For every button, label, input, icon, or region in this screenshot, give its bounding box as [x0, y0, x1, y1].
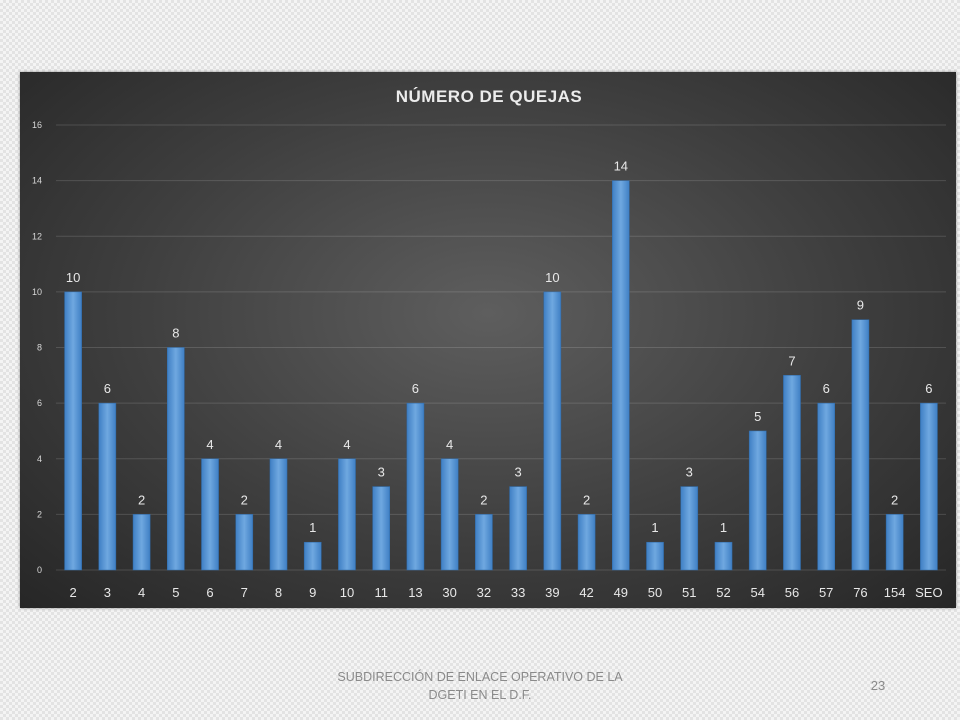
bar — [269, 458, 288, 571]
data-label: 6 — [925, 381, 932, 396]
bar — [577, 514, 596, 571]
x-tick-label: 51 — [682, 585, 696, 600]
data-label: 3 — [686, 465, 693, 480]
bar — [885, 514, 904, 571]
y-tick-label: 10 — [32, 287, 42, 297]
y-tick-label: 6 — [37, 398, 42, 408]
bar — [714, 541, 733, 571]
bar — [543, 291, 562, 571]
x-tick-label: 4 — [138, 585, 145, 600]
data-label: 4 — [343, 437, 350, 452]
data-label: 1 — [309, 520, 316, 535]
x-tick-label: 10 — [340, 585, 354, 600]
x-tick-label: 9 — [309, 585, 316, 600]
bar — [920, 402, 938, 571]
data-label: 2 — [138, 492, 145, 507]
y-tick-label: 8 — [37, 343, 42, 353]
bar — [98, 402, 117, 571]
data-label: 4 — [446, 437, 453, 452]
x-tick-label: 33 — [511, 585, 525, 600]
bar — [748, 430, 767, 571]
footer-text: SUBDIRECCIÓN DE ENLACE OPERATIVO DE LA D… — [300, 668, 660, 704]
bar — [132, 514, 151, 571]
x-tick-label: 32 — [477, 585, 491, 600]
data-label: 6 — [823, 381, 830, 396]
bar — [372, 486, 390, 571]
x-tick-label: 2 — [69, 585, 76, 600]
chart-title: NÚMERO DE QUEJAS — [396, 87, 583, 106]
data-label: 7 — [788, 353, 795, 368]
x-tick-label: 52 — [716, 585, 730, 600]
data-label: 9 — [857, 298, 864, 313]
bar — [851, 319, 870, 571]
x-tick-label: 7 — [241, 585, 248, 600]
bar — [646, 541, 664, 571]
chart-panel: NÚMERO DE QUEJAS 0 2 4 6 8 10 12 14 16 10 2 6 3 2 4 8 5… — [20, 72, 956, 608]
y-tick-label: 4 — [37, 454, 42, 464]
footer-line-2: DGETI EN EL D.F. — [428, 688, 532, 702]
x-tick-label: 54 — [750, 585, 764, 600]
data-label: 14 — [614, 159, 628, 174]
x-tick-label: 11 — [374, 585, 388, 600]
x-tick-label: 6 — [206, 585, 213, 600]
x-tick-label: 154 — [884, 585, 906, 600]
data-label: 6 — [412, 381, 419, 396]
data-label: 2 — [241, 492, 248, 507]
data-label: 10 — [545, 270, 559, 285]
data-label: 2 — [583, 492, 590, 507]
bar — [509, 486, 527, 571]
bar — [680, 486, 699, 571]
data-label: 1 — [651, 520, 658, 535]
data-label: 10 — [66, 270, 80, 285]
bar — [167, 347, 185, 571]
bar — [338, 458, 356, 571]
y-tick-label: 0 — [37, 565, 42, 575]
data-label: 2 — [480, 492, 487, 507]
x-tick-label: SEO — [915, 585, 942, 600]
y-tick-label: 12 — [32, 231, 42, 241]
bar — [406, 402, 425, 571]
x-tick-label: 3 — [104, 585, 111, 600]
y-tick-label: 2 — [37, 509, 42, 519]
y-tick-label: 14 — [32, 176, 42, 186]
bar — [817, 402, 836, 571]
bar — [440, 458, 459, 571]
x-tick-label: 50 — [648, 585, 662, 600]
x-tick-label: 57 — [819, 585, 833, 600]
data-label: 4 — [275, 437, 282, 452]
data-label: 5 — [754, 409, 761, 424]
x-tick-label: 30 — [442, 585, 456, 600]
data-label: 1 — [720, 520, 727, 535]
bar — [475, 514, 493, 571]
bar — [612, 180, 630, 571]
data-label: 6 — [104, 381, 111, 396]
data-label: 2 — [891, 492, 898, 507]
bar — [303, 541, 322, 571]
data-label: 4 — [206, 437, 213, 452]
bar — [235, 514, 254, 571]
bar — [783, 375, 801, 571]
x-tick-label: 39 — [545, 585, 559, 600]
x-tick-label: 56 — [785, 585, 799, 600]
page-number: 23 — [870, 678, 886, 693]
x-tick-label: 42 — [579, 585, 593, 600]
x-tick-label: 5 — [172, 585, 179, 600]
x-tick-label: 8 — [275, 585, 282, 600]
data-label: 3 — [378, 465, 385, 480]
x-tick-label: 13 — [408, 585, 422, 600]
bar — [201, 458, 219, 571]
x-tick-label: 76 — [853, 585, 867, 600]
data-label: 8 — [172, 326, 179, 341]
footer-line-1: SUBDIRECCIÓN DE ENLACE OPERATIVO DE LA — [337, 670, 623, 684]
x-tick-label: 49 — [614, 585, 628, 600]
data-label: 3 — [514, 465, 521, 480]
y-tick-label: 16 — [32, 120, 42, 130]
bar — [64, 291, 82, 571]
